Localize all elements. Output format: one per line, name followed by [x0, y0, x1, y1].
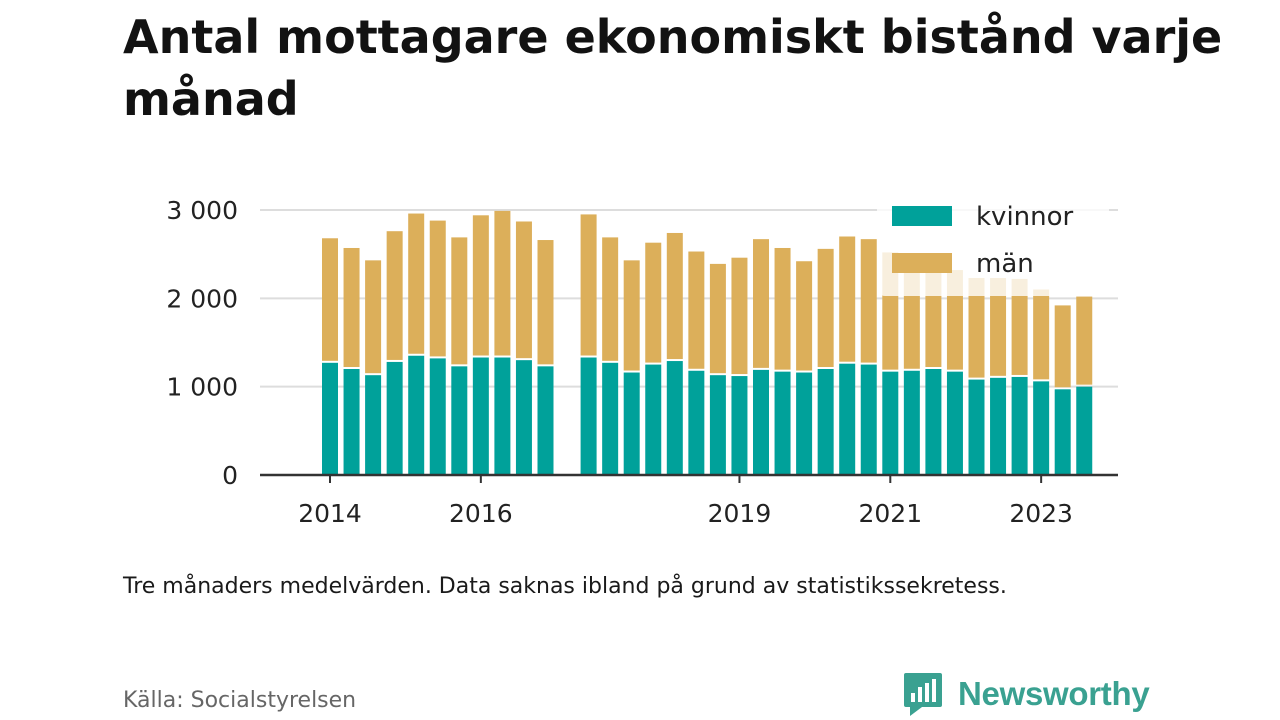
- stacked-bar-chart: 0 1 000 2 000 3 000 2014 2016 2019 2021 2023 kv…: [166, 196, 1118, 528]
- bar-man: [1076, 296, 1093, 385]
- legend-label: kvinnor: [976, 202, 1074, 232]
- bar-kvinnor: [753, 369, 769, 475]
- bar-kvinnor: [946, 371, 963, 475]
- brand-name: Newsworthy: [958, 675, 1150, 712]
- bar-man: [537, 240, 554, 365]
- bar-man: [839, 236, 856, 362]
- x-tick-label: 2016: [449, 499, 513, 528]
- bar-man: [990, 278, 1007, 376]
- bar-man: [386, 231, 403, 360]
- bar-man: [666, 232, 683, 360]
- x-axis-labels: 2014 2016 2019 2021 2023: [298, 475, 1073, 528]
- bar-kvinnor: [451, 366, 468, 475]
- bar-man: [860, 239, 877, 363]
- source-label: Källa: Socialstyrelsen: [123, 688, 357, 713]
- bar-kvinnor: [580, 357, 597, 475]
- legend-label: män: [976, 249, 1034, 279]
- bar-kvinnor: [408, 355, 425, 475]
- bar-man: [753, 239, 769, 368]
- bar-kvinnor: [429, 358, 446, 475]
- bar-man: [602, 237, 619, 361]
- y-tick-label: 0: [222, 461, 238, 490]
- bar-kvinnor: [903, 370, 920, 475]
- bar-kvinnor: [623, 372, 640, 475]
- bar-man: [623, 260, 640, 371]
- bar-man: [774, 247, 791, 370]
- x-tick-label: 2019: [708, 499, 772, 528]
- bar-kvinnor: [322, 362, 338, 475]
- x-tick-label: 2023: [1009, 499, 1073, 528]
- bar-man: [365, 260, 382, 374]
- bar-kvinnor: [925, 369, 942, 475]
- bar-man: [968, 278, 985, 378]
- bar-kvinnor: [774, 371, 791, 475]
- y-tick-label: 3 000: [166, 196, 238, 225]
- bar-kvinnor: [602, 362, 619, 475]
- bar-kvinnor: [365, 375, 382, 475]
- bar-kvinnor: [709, 375, 726, 475]
- bar-man: [1033, 289, 1050, 380]
- bar-kvinnor: [494, 357, 511, 475]
- bar-kvinnor: [968, 379, 985, 475]
- bar-kvinnor: [472, 357, 489, 475]
- bar-man: [494, 210, 511, 356]
- bar-man: [688, 251, 705, 369]
- bar-kvinnor: [666, 361, 683, 475]
- bar-man: [796, 261, 813, 371]
- bar-man: [1011, 278, 1028, 375]
- bar-man: [817, 248, 834, 367]
- bar-kvinnor: [882, 371, 899, 475]
- bar-kvinnor: [1033, 381, 1050, 475]
- bar-kvinnor: [515, 360, 532, 475]
- chart-title: Antal mottagare ekonomiskt bistånd varje…: [123, 10, 1223, 126]
- bar-man: [451, 237, 468, 365]
- bar-kvinnor: [688, 370, 705, 475]
- x-tick-label: 2021: [858, 499, 922, 528]
- x-tick-label: 2014: [298, 499, 362, 528]
- bar-man: [1054, 305, 1071, 388]
- legend-swatch: [892, 253, 952, 273]
- bar-kvinnor: [817, 369, 834, 475]
- bar-kvinnor: [839, 363, 856, 475]
- bar-kvinnor: [386, 361, 403, 475]
- newsworthy-chart-icon: [904, 673, 942, 716]
- chart-note: Tre månaders medelvärden. Data saknas ib…: [123, 574, 1007, 599]
- bar-man: [343, 247, 360, 367]
- bar-kvinnor: [796, 372, 813, 475]
- bars: [322, 210, 1093, 475]
- bar-man: [322, 238, 338, 361]
- bar-kvinnor: [1054, 389, 1071, 475]
- bar-man: [709, 263, 726, 374]
- bar-man: [472, 215, 489, 356]
- bar-kvinnor: [1011, 376, 1028, 475]
- y-axis-labels: 0 1 000 2 000 3 000: [166, 196, 238, 490]
- bar-kvinnor: [645, 364, 662, 475]
- bar-man: [645, 242, 662, 363]
- bar-kvinnor: [343, 369, 360, 475]
- bar-kvinnor: [731, 376, 748, 475]
- legend: kvinnor män: [877, 196, 1109, 296]
- bar-kvinnor: [1076, 386, 1093, 475]
- bar-man: [731, 257, 748, 375]
- bar-kvinnor: [537, 366, 554, 475]
- legend-swatch: [892, 206, 952, 226]
- newsworthy-logo[interactable]: Newsworthy: [902, 671, 1150, 717]
- bar-kvinnor: [860, 364, 877, 475]
- y-tick-label: 1 000: [166, 373, 238, 402]
- bar-kvinnor: [990, 377, 1007, 475]
- bar-man: [515, 221, 532, 359]
- bar-man: [408, 213, 425, 354]
- bar-man: [580, 214, 597, 356]
- bar-man: [429, 220, 446, 357]
- y-tick-label: 2 000: [166, 284, 238, 313]
